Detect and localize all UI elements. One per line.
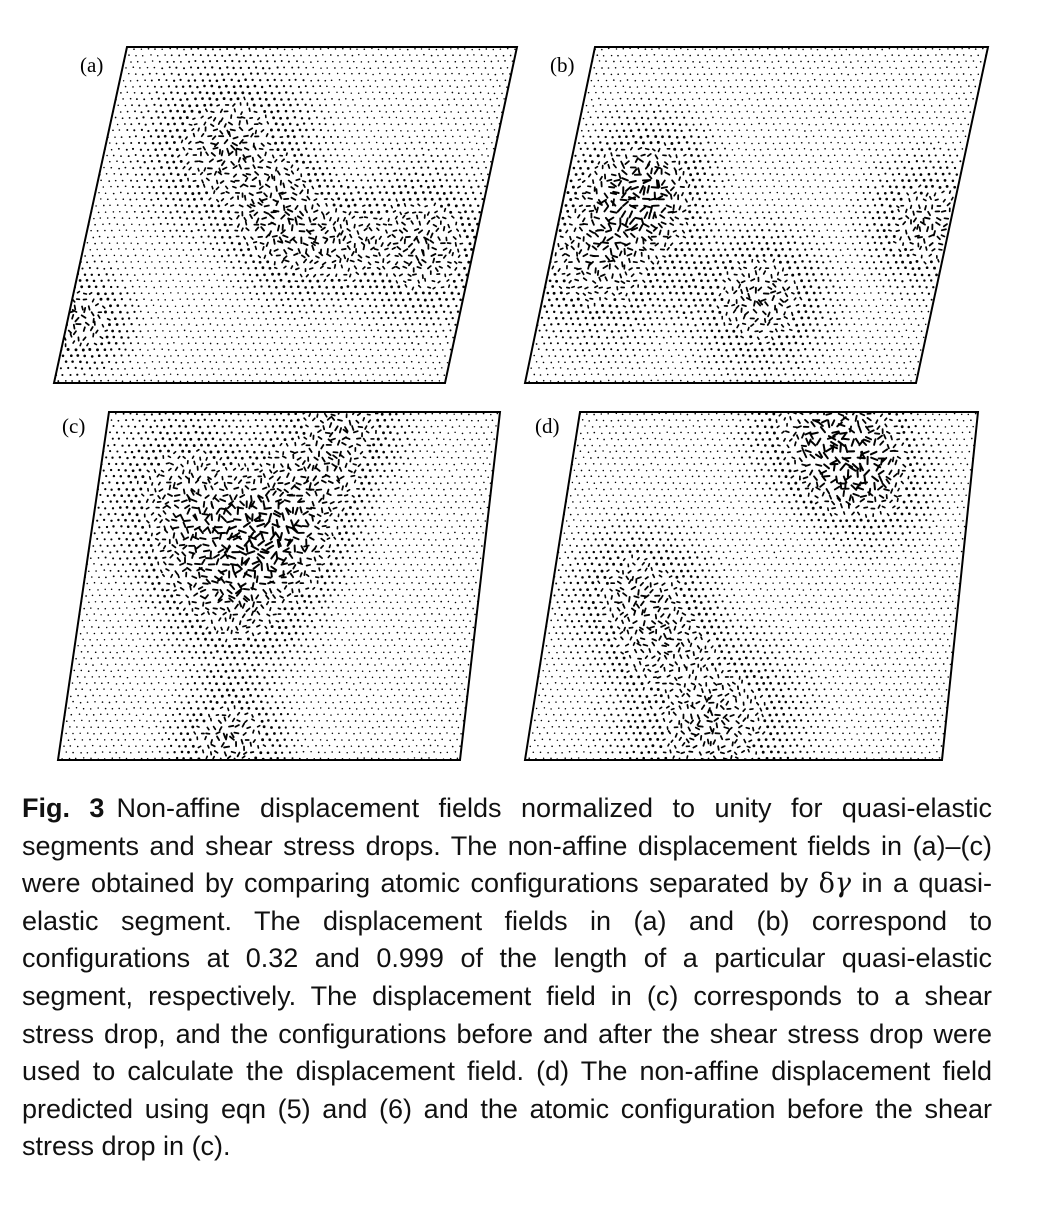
figure-label: Fig. 3 — [22, 793, 105, 823]
gamma-symbol: γ — [834, 868, 852, 900]
displacement-field-d — [525, 412, 977, 760]
caption-text-start: Non-affine displacement fields normalize… — [22, 793, 992, 899]
panel-b: (b) — [523, 46, 990, 384]
panel-label-c: (c) — [62, 414, 85, 438]
panel-c: (c) — [56, 411, 502, 761]
panel-label-d: (d) — [535, 414, 560, 438]
panel-label-a: (a) — [80, 53, 103, 77]
figure-caption: Fig. 3 Non-affine displacement fields nor… — [22, 790, 992, 1166]
panel-label-b: (b) — [550, 53, 575, 77]
displacement-field-c — [58, 412, 499, 760]
caption-text-end: in a quasi-elastic segment. The displace… — [22, 868, 992, 1162]
cell-outline-d — [523, 411, 980, 761]
delta-symbol: δ — [818, 868, 835, 900]
displacement-field-b — [525, 47, 987, 383]
panel-d: (d) — [523, 411, 980, 761]
cell-outline-a — [52, 46, 519, 384]
panel-a: (a) — [52, 46, 519, 384]
figure: (a) (b) (c) (d) — [52, 46, 990, 761]
cell-outline-c — [56, 411, 502, 761]
cell-outline-b — [523, 46, 990, 384]
displacement-field-a — [55, 47, 516, 383]
